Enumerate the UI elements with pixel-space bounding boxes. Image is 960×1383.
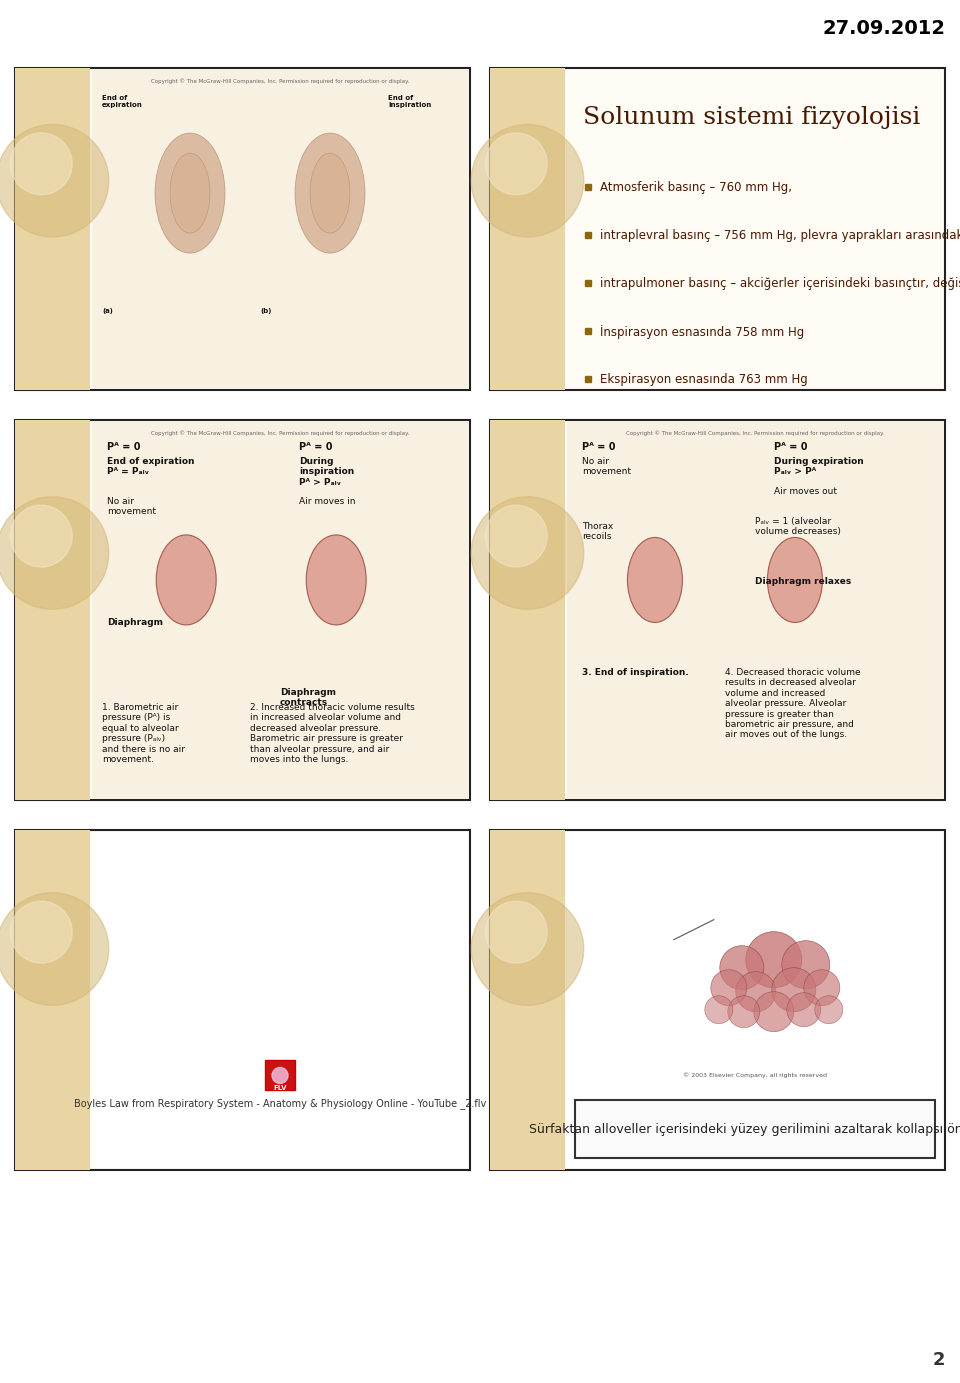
Text: 2: 2 (932, 1351, 945, 1369)
Circle shape (11, 133, 72, 195)
Ellipse shape (295, 133, 365, 253)
Text: Pᴬ = 0: Pᴬ = 0 (299, 443, 332, 452)
Ellipse shape (156, 535, 216, 625)
Circle shape (772, 968, 816, 1012)
Text: FLV: FLV (274, 1086, 287, 1091)
Text: İnspirasyon esnasında 758 mm Hg: İnspirasyon esnasında 758 mm Hg (600, 325, 804, 339)
Circle shape (471, 124, 584, 236)
Bar (15, 68, 90, 390)
Text: No air
movement: No air movement (582, 456, 631, 476)
Circle shape (11, 505, 72, 567)
Bar (15, 420, 470, 799)
Text: End of expiration
Pᴬ = Pₐₗᵥ: End of expiration Pᴬ = Pₐₗᵥ (107, 456, 195, 476)
Text: (b): (b) (260, 308, 272, 314)
Bar (567, 422, 943, 798)
Text: Pᴬ = 0: Pᴬ = 0 (774, 443, 807, 452)
Circle shape (746, 932, 802, 987)
Circle shape (0, 496, 108, 610)
Ellipse shape (170, 154, 210, 234)
Ellipse shape (155, 133, 225, 253)
Bar (490, 420, 565, 799)
Text: © 2003 Elsevier Company, all rights reserved: © 2003 Elsevier Company, all rights rese… (683, 1072, 827, 1077)
Circle shape (804, 969, 840, 1005)
Text: 3. End of inspiration.: 3. End of inspiration. (582, 668, 688, 678)
Text: Air moves out: Air moves out (774, 487, 837, 496)
Circle shape (735, 972, 776, 1012)
Bar (92, 422, 468, 798)
Circle shape (0, 893, 108, 1005)
Circle shape (11, 902, 72, 963)
Ellipse shape (628, 538, 683, 622)
Text: (a): (a) (102, 308, 113, 314)
Circle shape (781, 940, 829, 989)
Circle shape (815, 996, 843, 1023)
Text: 2. Increased thoracic volume results
in increased alveolar volume and
decreased : 2. Increased thoracic volume results in … (250, 703, 415, 763)
Circle shape (272, 1068, 288, 1083)
Text: intraplevral basınç – 756 mm Hg, plevra yaprakları arasındaki basınç: intraplevral basınç – 756 mm Hg, plevra … (600, 230, 960, 242)
Text: End of
inspiration: End of inspiration (388, 95, 431, 108)
Text: Air moves in: Air moves in (299, 496, 355, 506)
Circle shape (728, 996, 759, 1028)
Bar (15, 830, 90, 1170)
Circle shape (486, 133, 547, 195)
Circle shape (720, 946, 764, 990)
Circle shape (787, 993, 821, 1026)
Text: Pᴬ = 0: Pᴬ = 0 (107, 443, 140, 452)
Bar (15, 830, 470, 1170)
Text: 27.09.2012: 27.09.2012 (822, 18, 945, 37)
Text: Copyright © The McGraw-Hill Companies, Inc. Permission required for reproduction: Copyright © The McGraw-Hill Companies, I… (626, 430, 884, 436)
Circle shape (471, 496, 584, 610)
Text: Pₐₗᵥ = 1 (alveolar
volume decreases): Pₐₗᵥ = 1 (alveolar volume decreases) (755, 517, 841, 537)
Bar (15, 68, 470, 390)
Text: Atmosferik basınç – 760 mm Hg,: Atmosferik basınç – 760 mm Hg, (600, 181, 792, 194)
Text: 4. Decreased thoracic volume
results in decreased alveolar
volume and increased
: 4. Decreased thoracic volume results in … (725, 668, 860, 740)
Ellipse shape (310, 154, 350, 234)
Ellipse shape (306, 535, 366, 625)
Bar (490, 830, 565, 1170)
Ellipse shape (767, 538, 823, 622)
Text: Diaphragm relaxes: Diaphragm relaxes (755, 577, 852, 586)
Text: Boyles Law from Respiratory System - Anatomy & Physiology Online - YouTube _2.fl: Boyles Law from Respiratory System - Ana… (74, 1098, 486, 1109)
Text: During expiration
Pₐₗᵥ > Pᴬ: During expiration Pₐₗᵥ > Pᴬ (774, 456, 864, 476)
Circle shape (705, 996, 732, 1023)
Text: End of
expiration: End of expiration (102, 95, 143, 108)
Bar (490, 420, 945, 799)
Text: Copyright © The McGraw-Hill Companies, Inc. Permission required for reproduction: Copyright © The McGraw-Hill Companies, I… (151, 77, 409, 83)
Text: Sürfaktan alloveller içerisindeki yüzey gerilimini azaltarak kollapsı önler.: Sürfaktan alloveller içerisindeki yüzey … (529, 1123, 960, 1135)
Bar (567, 833, 943, 1169)
Circle shape (486, 902, 547, 963)
Bar (490, 68, 565, 390)
Text: 1. Barometric air
pressure (Pᴬ) is
equal to alveolar
pressure (Pₐₗᵥ)
and there i: 1. Barometric air pressure (Pᴬ) is equal… (102, 703, 185, 763)
Bar (490, 830, 945, 1170)
Bar (92, 833, 468, 1169)
Text: Ekspirasyon esnasında 763 mm Hg: Ekspirasyon esnasında 763 mm Hg (600, 373, 807, 386)
Circle shape (710, 969, 747, 1005)
Circle shape (471, 893, 584, 1005)
Bar (490, 68, 945, 390)
Bar (15, 420, 90, 799)
Bar (265, 1061, 295, 1090)
Text: Solunum sistemi fizyolojisi: Solunum sistemi fizyolojisi (583, 106, 921, 129)
Circle shape (0, 124, 108, 236)
Text: Diaphragm
contracts: Diaphragm contracts (280, 687, 336, 707)
Text: Diaphragm: Diaphragm (107, 618, 163, 626)
Bar (92, 71, 468, 389)
Text: No air
movement: No air movement (107, 496, 156, 516)
Text: Pᴬ = 0: Pᴬ = 0 (582, 443, 615, 452)
Text: intrapulmoner basınç – akciğerler içerisindeki basınçtır, değişkenlik gösterir: intrapulmoner basınç – akciğerler içeris… (600, 277, 960, 290)
Text: Thorax
recoils: Thorax recoils (582, 521, 613, 541)
Circle shape (754, 992, 794, 1032)
Circle shape (486, 505, 547, 567)
Bar (575, 1099, 935, 1158)
Text: During
inspiration
Pᴬ > Pₐₗᵥ: During inspiration Pᴬ > Pₐₗᵥ (299, 456, 354, 487)
Text: Copyright © The McGraw-Hill Companies, Inc. Permission required for reproduction: Copyright © The McGraw-Hill Companies, I… (151, 430, 409, 436)
